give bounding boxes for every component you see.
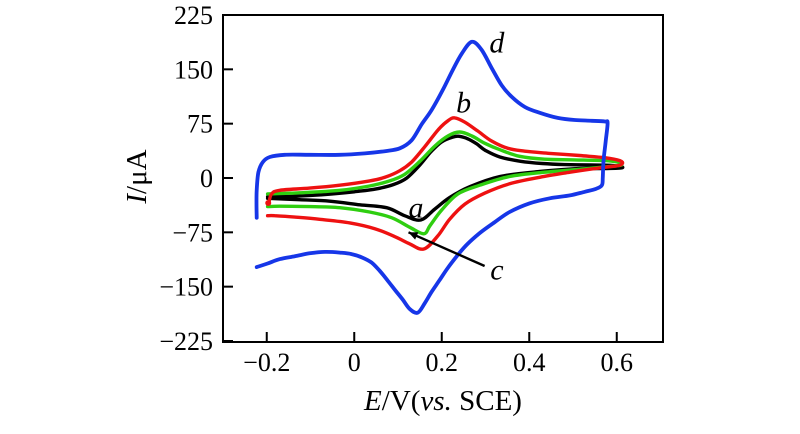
curve-label-c: c: [490, 253, 503, 286]
curve-a: [265, 134, 625, 222]
y-tick-label: −75: [172, 218, 213, 247]
scan-start-marker: [265, 199, 272, 206]
curve-c: [265, 130, 624, 236]
x-tick-label: 0.2: [426, 348, 459, 377]
curve-d: [254, 39, 610, 315]
x-tick-label: 0.6: [601, 348, 634, 377]
x-axis-title: E/V(vs. SCE): [363, 385, 522, 417]
y-tick-label: 225: [174, 1, 213, 30]
plot-frame: [222, 14, 664, 343]
curve-label-b: b: [456, 87, 471, 120]
y-axis-title: I/μA: [121, 149, 153, 204]
curve-c-pointer-head: [408, 232, 419, 240]
y-tick-label: 150: [174, 55, 213, 84]
curve-label-a: a: [408, 192, 423, 225]
x-tick-label: 0.4: [513, 348, 546, 377]
x-tick-label: 0: [348, 348, 361, 377]
y-tick-label: 0: [200, 164, 213, 193]
x-tick-label: −0.2: [243, 348, 290, 377]
y-tick-label: 75: [187, 110, 213, 139]
y-tick-label: −150: [159, 273, 213, 302]
curve-label-d: d: [489, 26, 505, 59]
curve-c-pointer-line: [408, 231, 486, 268]
y-tick-label: −225: [159, 327, 213, 356]
